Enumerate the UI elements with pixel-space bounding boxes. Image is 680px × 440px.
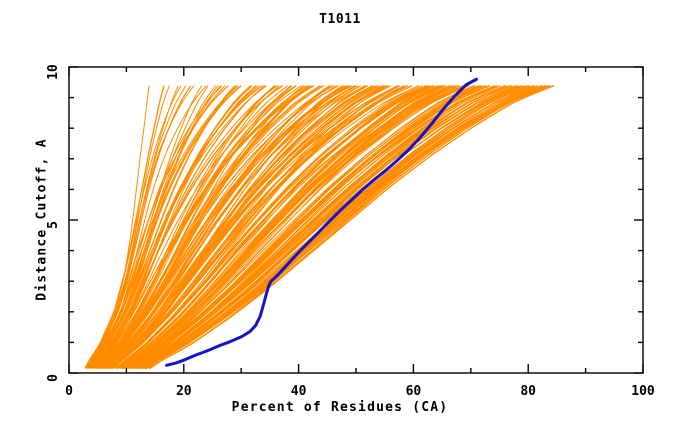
x-tick-label: 20 — [176, 384, 192, 399]
highlight-series-path — [165, 77, 479, 367]
y-tick-label: 10 — [46, 64, 61, 80]
x-tick-label: 80 — [520, 384, 536, 399]
y-tick-label: 0 — [46, 374, 61, 382]
y-tick-label: 5 — [46, 221, 61, 229]
tick-labels: 0 20 40 60 80 100 0 5 10 — [46, 64, 655, 399]
x-tick-label: 100 — [631, 384, 655, 399]
y-axis-label: Distance Cutoff, A — [34, 138, 50, 301]
highlight-curve — [165, 77, 479, 367]
axes-frame — [68, 66, 644, 374]
x-axis-label: Percent of Residues (CA) — [231, 400, 449, 415]
chart-title: T1011 — [319, 12, 361, 27]
x-tick-label: 40 — [291, 384, 307, 399]
ensemble-curves — [84, 85, 555, 369]
x-tick-label: 0 — [65, 384, 73, 399]
x-tick-label: 60 — [406, 384, 422, 399]
